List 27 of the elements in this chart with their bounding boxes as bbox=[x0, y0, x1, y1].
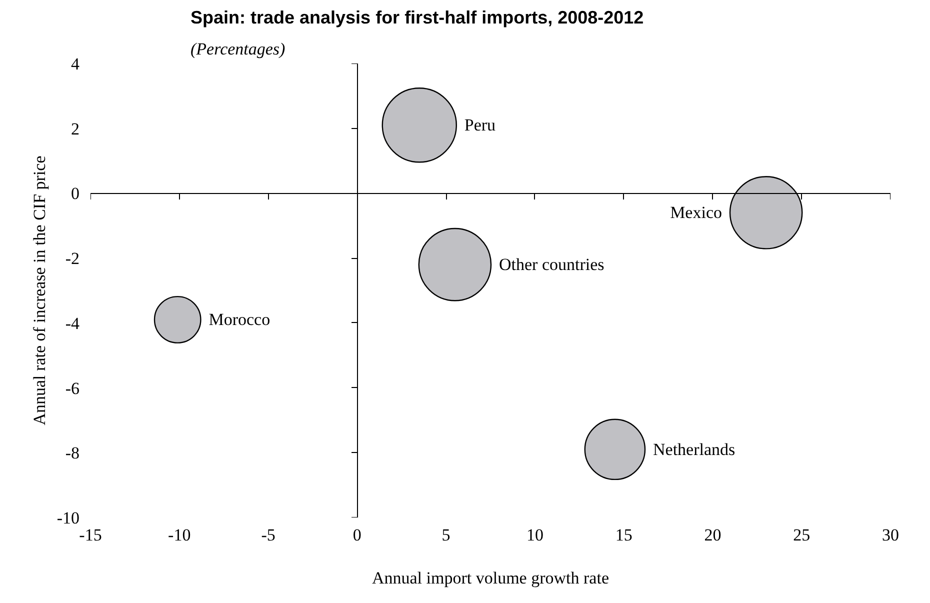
x-tick-label: -10 bbox=[168, 526, 191, 544]
legend-label: Mexico bbox=[670, 203, 722, 222]
series-label: Other countries bbox=[499, 255, 604, 274]
x-tick-label: 0 bbox=[352, 526, 362, 544]
chart-title: Spain: trade analysis for first-half imports, 2008-2012 bbox=[190, 8, 644, 28]
x-tick-label: 5 bbox=[442, 526, 450, 544]
y-axis-title: Annual rate of increase in the CIF price bbox=[30, 156, 49, 426]
chart-subtitle: (Percentages) bbox=[190, 40, 286, 58]
x-tick-label: 30 bbox=[882, 526, 899, 544]
y-tick-label: -8 bbox=[65, 444, 80, 463]
y-tick-label: 4 bbox=[71, 54, 80, 74]
y-tick-label: 2 bbox=[71, 119, 80, 138]
x-tick-label: -5 bbox=[261, 526, 276, 544]
y-tick-label: -4 bbox=[65, 314, 80, 333]
x-tick-label: 20 bbox=[704, 526, 722, 544]
y-tick-label: -6 bbox=[65, 378, 80, 398]
y-tick-label: -10 bbox=[56, 508, 80, 528]
x-tick-label: 15 bbox=[615, 526, 632, 544]
y-tick-label: 0 bbox=[71, 184, 80, 204]
x-tick-label: -15 bbox=[79, 526, 102, 544]
x-tick-label: 10 bbox=[526, 526, 544, 544]
y-tick-label: -2 bbox=[65, 249, 80, 268]
series-label: Peru bbox=[464, 116, 496, 135]
series-label: Morocco bbox=[208, 310, 270, 330]
x-axis-title: Annual import volume growth rate bbox=[372, 568, 610, 588]
x-tick-label: 25 bbox=[793, 526, 810, 544]
series-label: Netherlands bbox=[653, 440, 736, 459]
